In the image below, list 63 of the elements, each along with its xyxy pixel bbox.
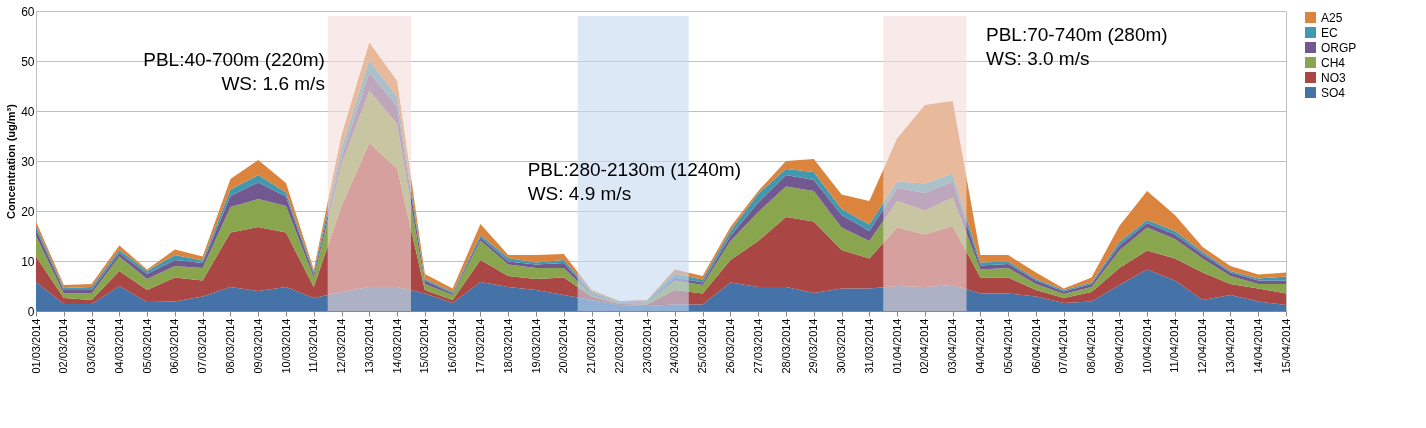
x-tick-label: 08/04/2014 (1085, 318, 1098, 374)
legend-label: NO3 (1321, 70, 1346, 85)
x-tick-label: 12/04/2014 (1196, 318, 1209, 374)
y-tick-label: 40 (21, 104, 35, 119)
band-label: PBL:70-740m (280m) WS: 3.0 m/s (986, 24, 1168, 69)
x-tick-label: 07/03/2014 (196, 318, 209, 374)
x-tick-label: 12/03/2014 (335, 318, 348, 374)
x-tick-label: 09/04/2014 (1112, 318, 1125, 374)
x-tick-label: 05/03/2014 (140, 318, 153, 374)
y-tick-label: 50 (21, 54, 35, 69)
x-tick-label: 24/03/2014 (668, 318, 681, 374)
x-tick-label: 20/03/2014 (557, 318, 570, 374)
x-tick-label: 22/03/2014 (612, 318, 625, 374)
x-tick-label: 21/03/2014 (585, 318, 598, 374)
legend-label: ORGP (1321, 40, 1357, 55)
x-tick-label: 16/03/2014 (446, 318, 459, 374)
x-tick-label: 08/03/2014 (223, 318, 236, 374)
x-tick-label: 11/03/2014 (307, 318, 320, 373)
x-tick-label: 03/04/2014 (946, 318, 959, 374)
x-tick-label: 28/03/2014 (779, 318, 792, 374)
x-tick-label: 18/03/2014 (501, 318, 514, 374)
x-tick-label: 15/04/2014 (1279, 318, 1292, 374)
x-tick-label: 06/03/2014 (168, 318, 181, 374)
x-tick-label: 30/03/2014 (835, 318, 848, 374)
legend-label: SO4 (1321, 85, 1346, 100)
y-axis-title: Concentration (ug/m³) (5, 103, 18, 219)
x-tick-label: 10/03/2014 (279, 318, 292, 374)
y-tick-label: 10 (21, 254, 35, 269)
x-tick-label: 27/03/2014 (751, 318, 764, 374)
x-tick-label: 10/04/2014 (1140, 318, 1153, 374)
x-tick-label: 13/04/2014 (1223, 318, 1236, 374)
x-tick-label: 23/03/2014 (640, 318, 653, 374)
x-tick-label: 07/04/2014 (1057, 318, 1070, 374)
legend-label: EC (1321, 25, 1338, 40)
y-tick-label: 0 (27, 304, 35, 319)
x-tick-label: 09/03/2014 (251, 318, 264, 374)
x-tick-label: 04/04/2014 (973, 318, 986, 374)
y-tick-label: 20 (21, 204, 35, 219)
x-tick-label: 29/03/2014 (807, 318, 820, 374)
x-tick-label: 13/03/2014 (362, 318, 375, 374)
x-tick-label: 02/03/2014 (57, 318, 70, 374)
legend-label: A25 (1321, 10, 1343, 25)
x-tick-label: 31/03/2014 (862, 318, 875, 374)
x-tick-label: 04/03/2014 (112, 318, 125, 374)
x-tick-label: 19/03/2014 (529, 318, 542, 374)
x-tick-label: 15/03/2014 (418, 318, 431, 374)
x-tick-label: 17/03/2014 (473, 318, 486, 374)
x-tick-label: 05/04/2014 (1001, 318, 1014, 374)
x-tick-label: 26/03/2014 (723, 318, 736, 374)
x-tick-label: 25/03/2014 (696, 318, 709, 374)
x-tick-label: 11/04/2014 (1168, 318, 1181, 373)
legend-label: CH4 (1321, 55, 1346, 70)
x-tick-label: 01/04/2014 (890, 318, 903, 374)
y-tick-label: 30 (21, 154, 35, 169)
x-tick-label: 06/04/2014 (1029, 318, 1042, 374)
x-tick-label: 02/04/2014 (918, 318, 931, 374)
x-tick-label: 14/04/2014 (1251, 318, 1264, 374)
x-tick-label: 14/03/2014 (390, 318, 403, 374)
x-tick-label: 01/03/2014 (29, 318, 42, 374)
band-label: PBL:40-700m (220m) WS: 1.6 m/s (143, 49, 325, 94)
band-label: PBL:280-2130m (1240m) WS: 4.9 m/s (527, 159, 742, 204)
x-tick-label: 03/03/2014 (85, 318, 98, 374)
y-tick-label: 60 (21, 4, 35, 19)
